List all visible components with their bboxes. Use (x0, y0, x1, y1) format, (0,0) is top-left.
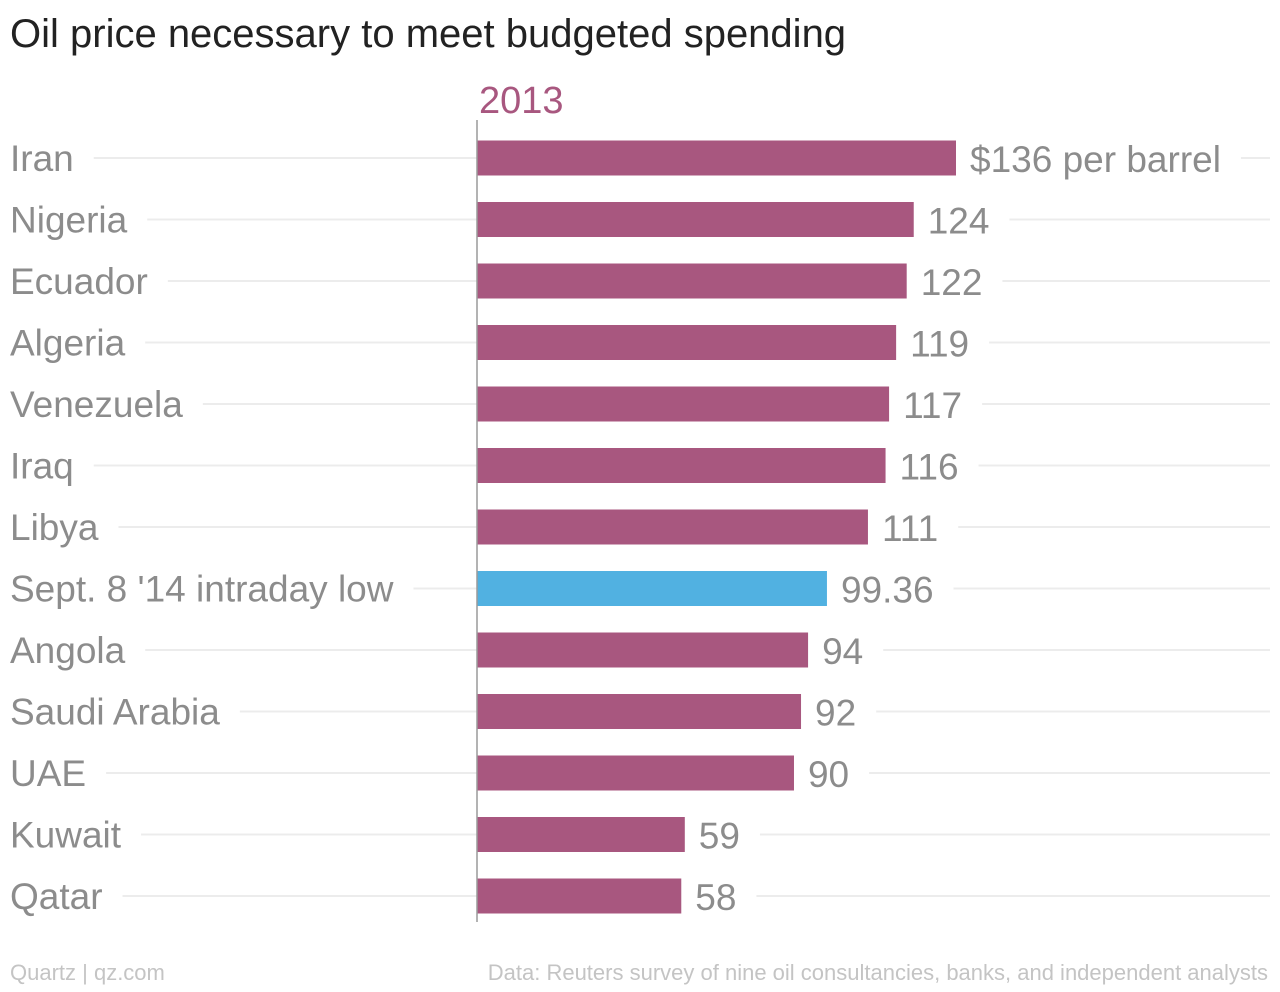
bar (477, 386, 890, 422)
category-label: Nigeria (10, 200, 128, 241)
value-label: 92 (815, 693, 856, 734)
category-label: Sept. 8 '14 intraday low (10, 569, 394, 610)
bar (477, 755, 794, 791)
category-label: Saudi Arabia (10, 692, 220, 733)
value-label: 124 (928, 201, 990, 242)
category-label: Angola (10, 630, 126, 671)
value-label: 58 (695, 877, 736, 918)
value-label: 99.36 (841, 570, 934, 611)
highlight-bar (477, 571, 827, 606)
category-label: Libya (10, 507, 99, 548)
category-label: Kuwait (10, 815, 122, 856)
value-label: 117 (903, 385, 962, 426)
bar (477, 448, 886, 483)
bar (477, 632, 809, 668)
bar (477, 263, 907, 299)
value-label: 90 (808, 754, 849, 795)
value-label: 119 (910, 324, 969, 365)
bar (477, 202, 914, 237)
bar (477, 509, 868, 545)
category-label: UAE (10, 753, 86, 794)
bar-chart: 2013 Iran $136 per barrel Nigeria 124 Ecuador… (10, 80, 1270, 922)
value-label: 122 (921, 262, 983, 303)
value-label: $136 per barrel (970, 139, 1221, 180)
value-label: 116 (900, 447, 959, 488)
category-label: Algeria (10, 323, 126, 364)
bar (477, 817, 685, 852)
category-label: Iraq (10, 446, 74, 487)
bar (477, 694, 802, 729)
category-label: Ecuador (10, 261, 148, 302)
series-label: 2013 (479, 80, 564, 122)
bar (477, 140, 956, 176)
category-label: Iran (10, 138, 74, 179)
chart-title: Oil price necessary to meet budgeted spe… (10, 12, 847, 56)
category-label: Qatar (10, 876, 103, 917)
bar (477, 878, 682, 914)
category-label: Venezuela (10, 384, 183, 425)
value-label: 59 (699, 816, 740, 857)
footer-credit: Quartz | qz.com (10, 960, 165, 985)
value-label: 94 (822, 631, 863, 672)
bar (477, 325, 897, 360)
value-label: 111 (882, 508, 938, 549)
footer-source: Data: Reuters survey of nine oil consult… (487, 960, 1268, 985)
